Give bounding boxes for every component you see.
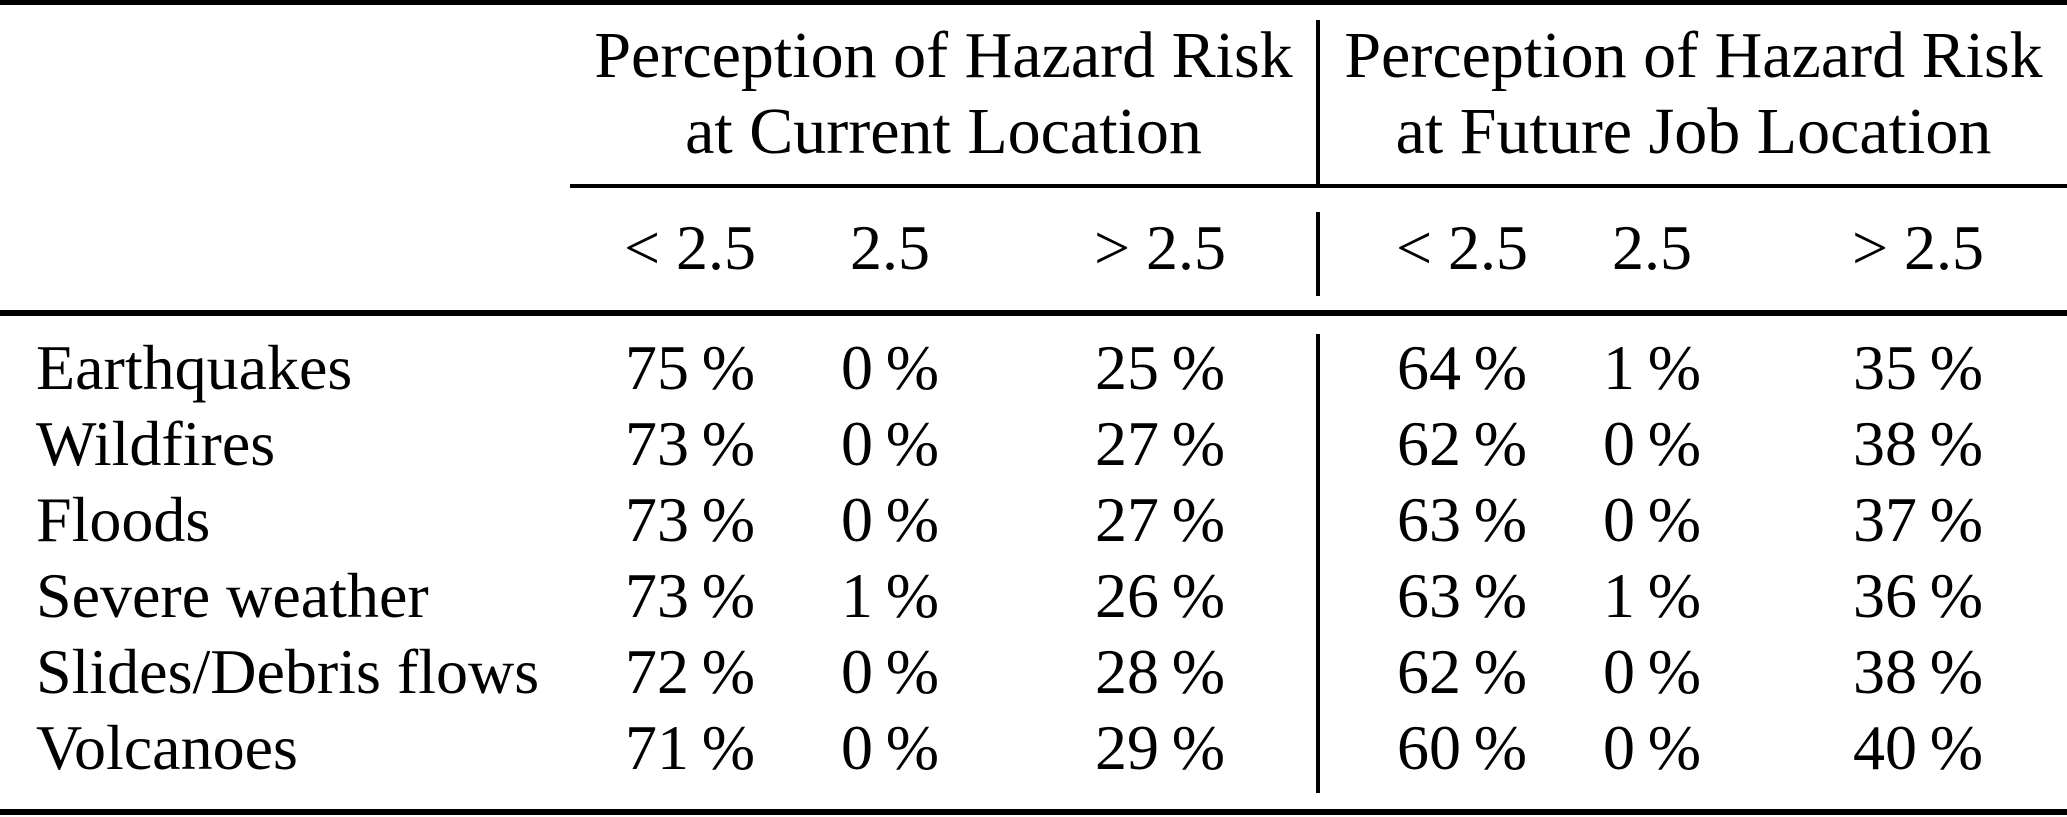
row-label: Slides/Debris flows (36, 636, 540, 707)
cell-value: 64 % (1396, 332, 1528, 403)
table-row-wildfires: Wildfires 73 % 0 % 27 % 62 % 0 % 38 % (0, 412, 2067, 488)
cell-value: 60 % (1396, 712, 1528, 783)
table-row-earthquakes: Earthquakes 75 % 0 % 25 % 64 % 1 % 35 % (0, 336, 2067, 412)
group-header-line: at Current Location (685, 95, 1202, 168)
cell-value: 62 % (1396, 408, 1528, 479)
cell-value: 73 % (624, 408, 756, 479)
top-rule (0, 0, 2067, 5)
cell-value: 25 % (1094, 332, 1226, 403)
cell-value: 0 % (840, 484, 940, 555)
column-group-divider-middle (1316, 212, 1320, 296)
cell-value: 0 % (840, 636, 940, 707)
cell-value: 0 % (1602, 712, 1702, 783)
cell-value: 63 % (1396, 560, 1528, 631)
cell-value: 0 % (840, 332, 940, 403)
cell-value: 62 % (1396, 636, 1528, 707)
cell-value: 29 % (1094, 712, 1226, 783)
group-header-line: Perception of Hazard Risk (594, 19, 1293, 92)
cell-value: 35 % (1852, 332, 1984, 403)
colheader-future-lt25: < 2.5 (1395, 212, 1529, 283)
cell-value: 37 % (1852, 484, 1984, 555)
header-separator-rule (0, 310, 2067, 316)
bottom-rule (0, 809, 2067, 815)
row-label: Wildfires (36, 408, 276, 479)
row-label: Severe weather (36, 560, 429, 631)
cell-value: 1 % (840, 560, 940, 631)
cell-value: 28 % (1094, 636, 1226, 707)
cell-value: 0 % (840, 408, 940, 479)
column-group-divider-lower (1316, 334, 1320, 793)
cell-value: 38 % (1852, 636, 1984, 707)
column-group-header-future-job-location: Perception of Hazard Risk at Future Job … (1320, 18, 2067, 170)
table-row-floods: Floods 73 % 0 % 27 % 63 % 0 % 37 % (0, 488, 2067, 564)
cell-value: 0 % (1602, 408, 1702, 479)
cell-value: 73 % (624, 484, 756, 555)
cell-value: 38 % (1852, 408, 1984, 479)
table-row-volcanoes: Volcanoes 71 % 0 % 29 % 60 % 0 % 40 % (0, 716, 2067, 792)
row-label: Earthquakes (36, 332, 353, 403)
cell-value: 0 % (840, 712, 940, 783)
cell-value: 71 % (624, 712, 756, 783)
cell-value: 27 % (1094, 408, 1226, 479)
cell-value: 0 % (1602, 636, 1702, 707)
colheader-current-gt25: > 2.5 (1093, 212, 1227, 283)
cell-value: 1 % (1602, 332, 1702, 403)
group-header-underline-rule (570, 184, 2067, 188)
cell-value: 27 % (1094, 484, 1226, 555)
cell-value: 73 % (624, 560, 756, 631)
colheader-future-gt25: > 2.5 (1851, 212, 1985, 283)
cell-value: 1 % (1602, 560, 1702, 631)
row-label: Floods (36, 484, 211, 555)
column-group-header-current-location: Perception of Hazard Risk at Current Loc… (570, 18, 1317, 170)
colheader-current-eq25: 2.5 (850, 212, 930, 283)
cell-value: 0 % (1602, 484, 1702, 555)
cell-value: 36 % (1852, 560, 1984, 631)
column-group-divider-upper (1316, 20, 1320, 184)
group-header-line: at Future Job Location (1395, 95, 1992, 168)
colheader-current-lt25: < 2.5 (623, 212, 757, 283)
cell-value: 63 % (1396, 484, 1528, 555)
cell-value: 40 % (1852, 712, 1984, 783)
cell-value: 72 % (624, 636, 756, 707)
row-label: Volcanoes (36, 712, 298, 783)
cell-value: 26 % (1094, 560, 1226, 631)
table-row-slides-debris-flows: Slides/Debris flows 72 % 0 % 28 % 62 % 0… (0, 640, 2067, 716)
group-header-line: Perception of Hazard Risk (1344, 19, 2043, 92)
table-row-severe-weather: Severe weather 73 % 1 % 26 % 63 % 1 % 36… (0, 564, 2067, 640)
cell-value: 75 % (624, 332, 756, 403)
colheader-future-eq25: 2.5 (1612, 212, 1692, 283)
